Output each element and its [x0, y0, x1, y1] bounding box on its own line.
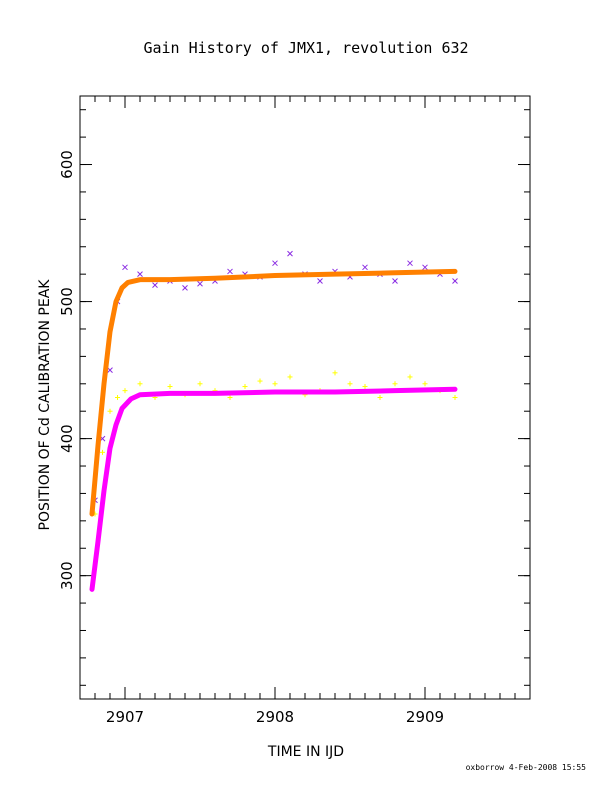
- x-tick-label: 2908: [256, 708, 294, 726]
- x-marker: [197, 280, 203, 287]
- plus-marker: [197, 381, 203, 387]
- x-marker-stroke: [122, 264, 128, 271]
- plus-marker: [362, 384, 368, 390]
- x-marker: [122, 264, 128, 271]
- plus-marker: [107, 408, 113, 414]
- x-marker: [392, 278, 398, 284]
- x-marker-stroke: [317, 278, 323, 284]
- plus-marker: [167, 384, 173, 390]
- x-marker-stroke: [407, 260, 413, 267]
- plus-marker: [332, 370, 338, 376]
- plus-marker: [287, 374, 293, 380]
- x-marker-stroke: [452, 278, 458, 284]
- x-marker: [317, 278, 323, 284]
- x-marker: [422, 264, 428, 271]
- plus-marker: [115, 395, 120, 400]
- y-tick-label: 300: [58, 561, 76, 590]
- plus-marker: [452, 395, 458, 400]
- chart-title: Gain History of JMX1, revolution 632: [143, 39, 468, 57]
- x-marker: [182, 285, 188, 291]
- plus-marker: [422, 381, 428, 387]
- plus-marker: [137, 381, 143, 387]
- plus-marker: [272, 381, 278, 387]
- x-tick-label: 2909: [406, 708, 444, 726]
- x-marker: [452, 278, 458, 284]
- plus-marker: [392, 381, 398, 387]
- x-marker-stroke: [392, 278, 398, 284]
- x-marker-stroke: [107, 367, 113, 373]
- x-marker-stroke: [182, 285, 188, 291]
- plus-marker: [242, 384, 248, 390]
- plus-marker: [347, 381, 353, 387]
- x-marker-stroke: [137, 271, 143, 278]
- marks: [89, 250, 458, 592]
- x-marker: [227, 268, 233, 275]
- plus-marker: [227, 395, 233, 400]
- x-axis-label: TIME IN IJD: [267, 744, 344, 760]
- ticks: [79, 96, 531, 699]
- x-marker-stroke: [287, 250, 293, 257]
- x-marker-stroke: [362, 264, 368, 271]
- plus-marker: [377, 395, 383, 400]
- y-tick-label: 500: [58, 287, 76, 316]
- plus-marker: [122, 388, 128, 394]
- x-marker: [137, 271, 143, 278]
- x-marker-stroke: [422, 264, 428, 271]
- x-marker-stroke: [197, 280, 203, 287]
- y-axis-label: POSITION OF Cd CALIBRATION PEAK: [37, 279, 53, 531]
- x-marker-stroke: [272, 260, 278, 267]
- x-marker-stroke: [227, 268, 233, 275]
- plus-marker: [100, 449, 105, 455]
- footer-stamp: oxborrow 4-Feb-2008 15:55: [466, 763, 587, 772]
- x-marker: [272, 260, 278, 267]
- y-tick-label: 400: [58, 424, 76, 453]
- x-marker: [287, 250, 293, 257]
- fit-line: [89, 386, 458, 592]
- plus-marker: [407, 374, 413, 380]
- x-marker: [107, 367, 113, 373]
- x-marker: [407, 260, 413, 267]
- x-marker: [152, 282, 158, 288]
- x-marker: [362, 264, 368, 271]
- x-tick-label: 2907: [106, 708, 144, 726]
- x-marker-stroke: [152, 282, 158, 288]
- tick-labels: 2907 2908 2909 300 400 500 600: [58, 150, 444, 726]
- plot-frame: [79, 95, 531, 700]
- y-tick-label: 600: [58, 150, 76, 179]
- fit-line: [89, 268, 458, 517]
- plus-marker: [257, 378, 263, 384]
